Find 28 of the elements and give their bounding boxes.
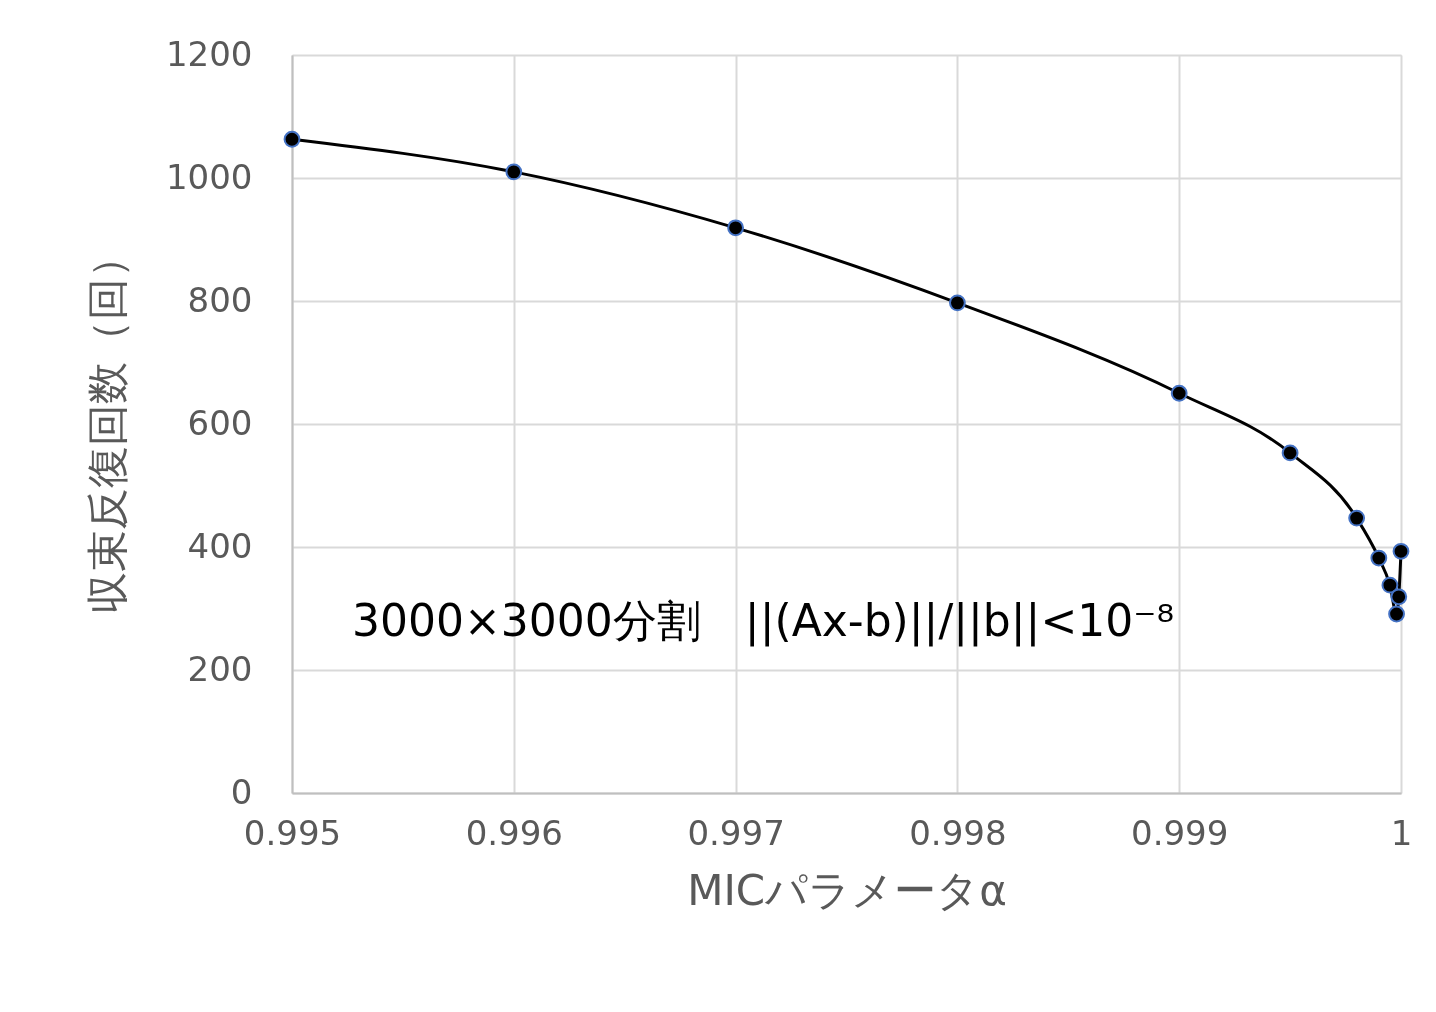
y-tick-label: 0 xyxy=(230,771,253,812)
y-tick-label: 600 xyxy=(187,402,253,443)
y-axis-title: 収束反復回数（回） xyxy=(82,235,132,614)
point xyxy=(1388,605,1405,623)
y-tick-label: 1200 xyxy=(165,33,253,74)
annotation: 3000×3000分割 ||(Ax-b)||/||b||<10⁻⁸ xyxy=(352,595,1175,647)
point xyxy=(1390,588,1408,606)
point xyxy=(727,219,745,237)
point xyxy=(1392,542,1410,560)
y-tick-label: 200 xyxy=(187,648,253,689)
x-tick-label: 0.998 xyxy=(909,812,1007,853)
y-tick-label: 400 xyxy=(187,525,253,566)
point xyxy=(1170,384,1188,402)
point xyxy=(505,163,523,181)
point xyxy=(283,130,301,148)
x-tick-label: 1 xyxy=(1390,812,1413,853)
x-tick-label: 0.996 xyxy=(465,812,563,853)
x-tick-label: 0.997 xyxy=(687,812,785,853)
x-axis-title: MICパラメータα xyxy=(687,865,1007,915)
x-tick-label: 0.995 xyxy=(243,812,342,853)
x-tick-label: 0.999 xyxy=(1131,812,1229,853)
point xyxy=(1348,509,1366,527)
y-tick-label: 1000 xyxy=(165,156,253,197)
point xyxy=(1381,576,1399,594)
point xyxy=(1281,444,1299,462)
y-tick-label: 800 xyxy=(187,279,253,320)
point xyxy=(1370,549,1388,567)
point xyxy=(948,294,966,312)
